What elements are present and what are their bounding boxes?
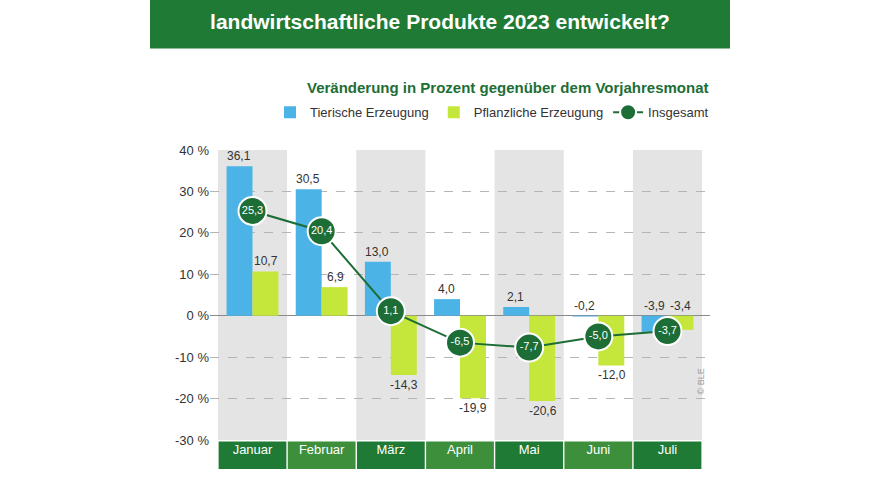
svg-text:-6,5: -6,5	[451, 335, 470, 347]
svg-text:April: April	[447, 442, 473, 457]
svg-text:-3,4: -3,4	[670, 299, 691, 313]
svg-text:2,1: 2,1	[507, 290, 524, 304]
svg-text:30,5: 30,5	[296, 172, 320, 186]
svg-text:Juli: Juli	[658, 442, 678, 457]
svg-text:6,9: 6,9	[327, 270, 344, 284]
svg-text:-20,6: -20,6	[529, 404, 557, 418]
svg-text:Mai: Mai	[519, 442, 540, 457]
svg-text:-10 %: -10 %	[175, 350, 209, 365]
svg-text:0 %: 0 %	[187, 308, 210, 323]
svg-text:© BLE: © BLE	[696, 368, 706, 394]
svg-text:-5,0: -5,0	[589, 329, 608, 341]
svg-text:Veränderung in Prozent gegenüb: Veränderung in Prozent gegenüber dem Vor…	[307, 79, 708, 96]
svg-text:Pflanzliche Erzeugung: Pflanzliche Erzeugung	[474, 105, 603, 120]
svg-text:-7,7: -7,7	[520, 340, 539, 352]
svg-text:13,0: 13,0	[365, 245, 389, 259]
svg-text:20,4: 20,4	[311, 224, 332, 236]
svg-text:März: März	[376, 442, 405, 457]
svg-text:1,1: 1,1	[383, 304, 398, 316]
svg-text:Januar: Januar	[233, 442, 273, 457]
svg-text:landwirtschaftliche Produkte 2: landwirtschaftliche Produkte 2023 entwic…	[210, 10, 670, 33]
svg-text:-3,7: -3,7	[658, 324, 677, 336]
svg-text:-14,3: -14,3	[390, 378, 418, 392]
svg-text:20 %: 20 %	[179, 225, 209, 240]
svg-text:-20 %: -20 %	[175, 391, 209, 406]
svg-text:40 %: 40 %	[179, 143, 209, 158]
svg-text:25,3: 25,3	[242, 204, 263, 216]
svg-text:-3,9: -3,9	[644, 299, 665, 313]
svg-text:Insgesamt: Insgesamt	[648, 105, 708, 120]
svg-text:-0,2: -0,2	[574, 299, 595, 313]
svg-text:4,0: 4,0	[438, 282, 455, 296]
svg-text:Tierische Erzeugung: Tierische Erzeugung	[310, 105, 429, 120]
svg-text:36,1: 36,1	[227, 149, 251, 163]
svg-text:-19,9: -19,9	[459, 401, 487, 415]
svg-text:-30 %: -30 %	[175, 433, 209, 448]
svg-text:10 %: 10 %	[179, 267, 209, 282]
svg-text:Februar: Februar	[299, 442, 345, 457]
svg-text:-12,0: -12,0	[598, 368, 626, 382]
svg-text:30 %: 30 %	[179, 184, 209, 199]
svg-text:10,7: 10,7	[254, 254, 278, 268]
svg-text:Juni: Juni	[586, 442, 610, 457]
